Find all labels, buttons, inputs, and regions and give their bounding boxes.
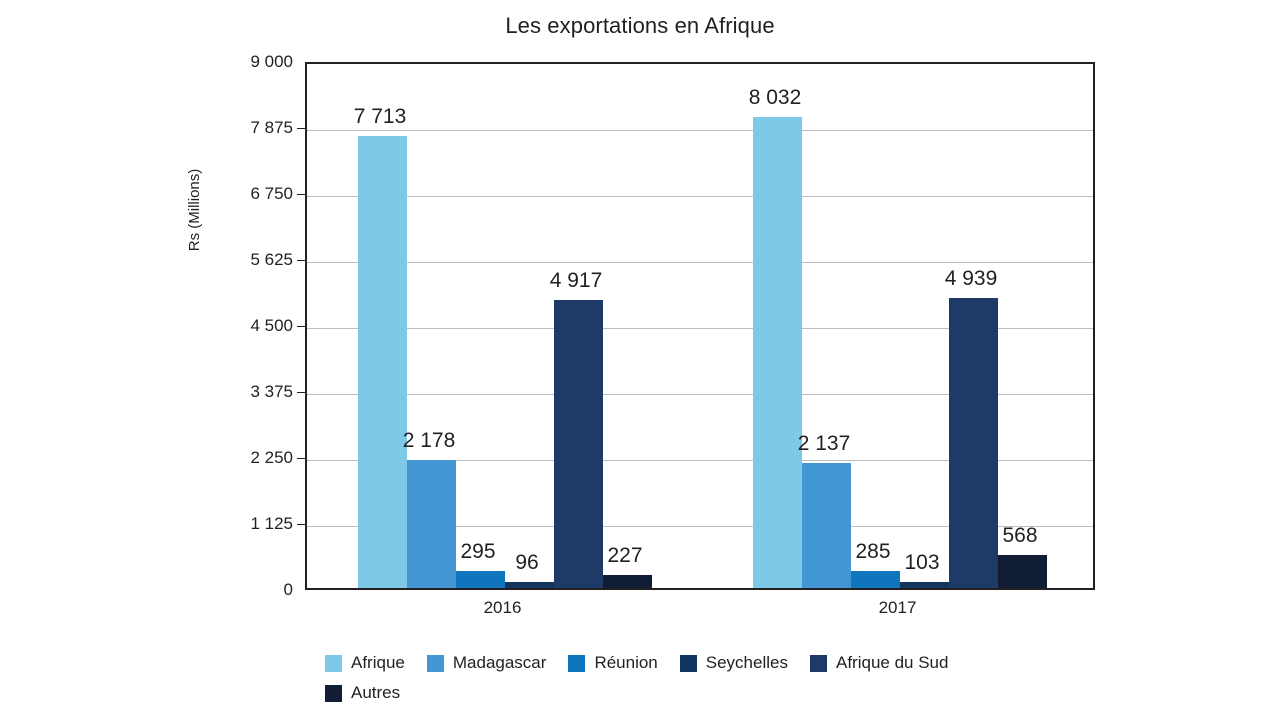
y-tick-label: 1 125 xyxy=(250,514,293,533)
bar xyxy=(553,299,603,588)
legend-item[interactable]: Afrique xyxy=(325,652,405,674)
legend-swatch-icon xyxy=(679,654,697,672)
y-tick-label: 4 500 xyxy=(250,316,293,335)
bar-value-label: 227 xyxy=(607,543,643,567)
legend-item[interactable]: Réunion xyxy=(568,652,658,674)
legend-label: Autres xyxy=(351,683,401,702)
bar xyxy=(752,116,802,588)
legend-label: Afrique xyxy=(351,653,405,672)
bar-value-label: 4 939 xyxy=(944,267,998,291)
y-tick-mark xyxy=(297,128,305,129)
legend-swatch-icon xyxy=(325,684,342,702)
bar-value-label: 103 xyxy=(904,550,940,574)
bar-value-label: 2 137 xyxy=(797,431,851,455)
y-tick-mark xyxy=(297,392,305,393)
y-tick-mark xyxy=(297,260,305,261)
x-tick-label: 2016 xyxy=(483,598,522,617)
gridline xyxy=(307,261,1093,263)
legend-swatch-icon xyxy=(325,654,342,672)
y-tick-mark xyxy=(297,524,305,525)
bar-value-label: 285 xyxy=(855,540,891,564)
y-tick-mark xyxy=(297,194,305,195)
plot-area xyxy=(305,62,1095,590)
bar-value-label: 568 xyxy=(1002,523,1038,547)
chart-legend: Afrique Madagascar Réunion Seychelles Afriqu… xyxy=(325,652,1125,712)
bar xyxy=(801,462,851,588)
y-tick-mark xyxy=(297,458,305,459)
bar-value-label: 4 917 xyxy=(549,268,603,292)
gridline xyxy=(307,525,1093,527)
gridline xyxy=(307,393,1093,395)
gridline xyxy=(307,327,1093,329)
bar-value-label: 2 178 xyxy=(402,429,456,453)
bar xyxy=(948,298,998,588)
bar xyxy=(899,581,949,588)
legend-label: Réunion xyxy=(594,653,658,672)
bar xyxy=(997,554,1047,588)
y-tick-label: 0 xyxy=(283,580,293,599)
y-tick-label: 6 750 xyxy=(250,184,293,203)
y-axis-label: Rs (Millions) xyxy=(186,168,203,252)
bar-value-label: 295 xyxy=(460,539,496,563)
gridline xyxy=(307,195,1093,197)
y-tick-label: 3 375 xyxy=(250,382,293,401)
bar-value-label: 8 032 xyxy=(748,85,802,109)
gridline xyxy=(307,459,1093,461)
legend-label: Seychelles xyxy=(705,653,788,672)
x-tick-label: 2017 xyxy=(878,598,917,617)
legend-item[interactable]: Autres xyxy=(325,682,400,704)
legend-item[interactable]: Madagascar xyxy=(426,652,547,674)
y-tick-label: 5 625 xyxy=(250,250,293,269)
bar xyxy=(406,460,456,588)
bar-value-label: 7 713 xyxy=(353,104,407,128)
y-tick-mark xyxy=(297,326,305,327)
legend-swatch-icon xyxy=(568,654,586,672)
gridline xyxy=(307,129,1093,131)
y-tick-label: 9 000 xyxy=(250,52,293,71)
bar xyxy=(504,582,554,588)
bar xyxy=(850,571,900,588)
bar xyxy=(357,135,407,588)
legend-label: Madagascar xyxy=(452,653,547,672)
bar-value-label: 96 xyxy=(515,551,539,575)
bar xyxy=(455,570,505,588)
legend-item[interactable]: Seychelles xyxy=(679,652,788,674)
legend-swatch-icon xyxy=(426,654,444,672)
bar xyxy=(602,574,652,588)
legend-label: Afrique du Sud xyxy=(835,653,949,672)
chart-title: Les exportations en Afrique xyxy=(505,13,775,38)
y-tick-label: 7 875 xyxy=(250,118,293,137)
legend-swatch-icon xyxy=(809,654,827,672)
legend-item[interactable]: Afrique du Sud xyxy=(809,652,949,674)
y-tick-label: 2 250 xyxy=(250,448,293,467)
